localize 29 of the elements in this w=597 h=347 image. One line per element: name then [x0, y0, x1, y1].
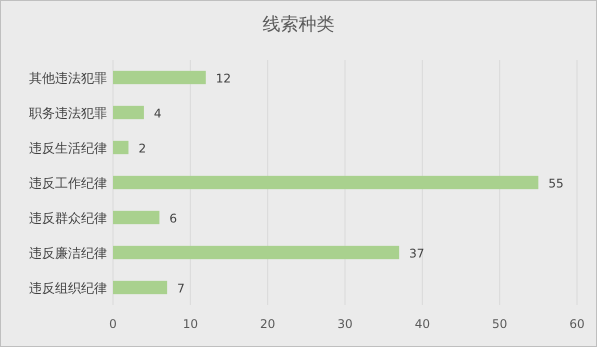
- data-label: 4: [154, 106, 162, 120]
- data-label: 7: [177, 282, 185, 296]
- data-label: 37: [409, 246, 424, 260]
- x-tick-label: 10: [182, 317, 198, 331]
- bar: [113, 246, 400, 260]
- y-tick-label: 违反组织纪律: [29, 282, 107, 296]
- bar: [113, 140, 128, 154]
- bar: [113, 210, 160, 224]
- x-tick-label: 50: [492, 317, 508, 331]
- y-tick-label: 违反廉洁纪律: [29, 246, 107, 262]
- data-label: 12: [216, 72, 232, 86]
- data-label: 6: [169, 212, 178, 226]
- bar: [113, 280, 168, 294]
- x-tick-label: 60: [569, 317, 585, 331]
- y-tick-label: 违反生活纪律: [29, 142, 107, 156]
- bar: [113, 70, 206, 84]
- x-tick-label: 20: [260, 317, 276, 331]
- y-tick-label: 职务违法犯罪: [29, 106, 107, 122]
- bar: [113, 106, 144, 120]
- data-label: 2: [138, 142, 146, 156]
- x-tick-label: 30: [337, 317, 353, 331]
- x-tick-label: 40: [414, 317, 430, 331]
- y-tick-label: 其他违法犯罪: [29, 72, 107, 86]
- y-tick-label: 违反群众纪律: [29, 212, 107, 226]
- y-tick-label: 违反工作纪律: [29, 176, 107, 192]
- chart-title: 线索种类: [262, 14, 334, 35]
- bar: [113, 176, 538, 190]
- x-tick-label: 0: [109, 317, 117, 331]
- data-label: 55: [548, 176, 564, 190]
